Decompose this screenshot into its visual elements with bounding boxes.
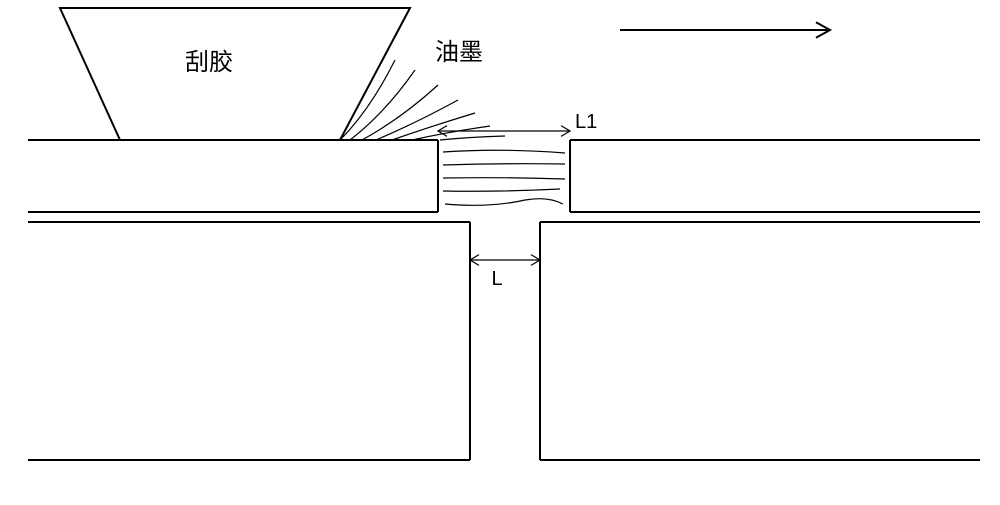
dimension-l1	[438, 126, 570, 137]
diagram-canvas: 刮胶 油墨 L1 L	[0, 0, 1000, 505]
ink-in-opening	[443, 150, 565, 205]
label-ink: 油墨	[435, 39, 483, 66]
dimension-l	[470, 255, 540, 266]
motion-arrow	[620, 22, 830, 37]
label-squeegee: 刮胶	[185, 49, 233, 76]
label-l: L	[491, 268, 502, 290]
ink-wave	[340, 60, 505, 140]
label-l1: L1	[575, 111, 597, 133]
substrate	[28, 222, 980, 460]
